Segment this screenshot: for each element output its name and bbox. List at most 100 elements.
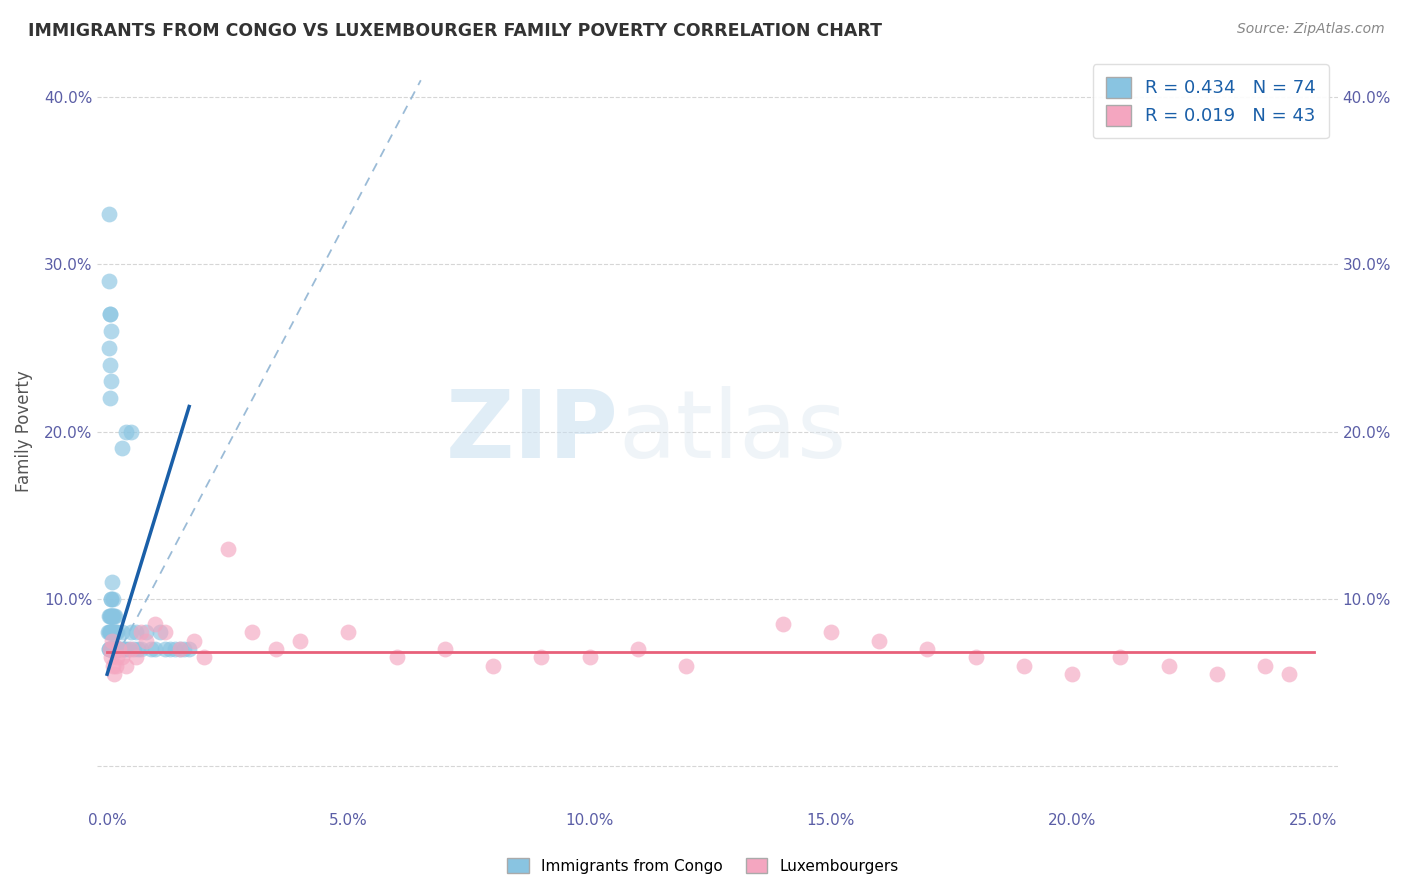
Point <box>112 642 135 657</box>
Legend: Immigrants from Congo, Luxembourgers: Immigrants from Congo, Luxembourgers <box>502 852 904 880</box>
Point <box>100 642 122 657</box>
Point <box>100 591 122 606</box>
Point <box>101 642 124 657</box>
Point <box>482 658 505 673</box>
Point <box>100 650 122 665</box>
Y-axis label: Family Poverty: Family Poverty <box>15 371 32 492</box>
Point <box>385 650 408 665</box>
Point <box>183 633 205 648</box>
Point <box>98 642 121 657</box>
Point <box>337 625 360 640</box>
Point <box>675 658 697 673</box>
Point <box>98 625 121 640</box>
Point <box>108 642 131 657</box>
Point <box>240 625 263 640</box>
Point <box>101 625 124 640</box>
Point <box>112 642 135 657</box>
Point <box>104 625 127 640</box>
Point <box>917 642 939 657</box>
Point <box>169 642 191 657</box>
Point <box>135 625 157 640</box>
Point <box>97 625 120 640</box>
Point <box>101 591 124 606</box>
Point <box>173 642 195 657</box>
Text: IMMIGRANTS FROM CONGO VS LUXEMBOURGER FAMILY POVERTY CORRELATION CHART: IMMIGRANTS FROM CONGO VS LUXEMBOURGER FA… <box>28 22 882 40</box>
Point <box>97 274 120 288</box>
Point <box>149 625 172 640</box>
Point <box>122 642 145 657</box>
Point <box>100 642 122 657</box>
Point <box>159 642 181 657</box>
Point <box>98 642 121 657</box>
Point <box>125 650 148 665</box>
Point <box>129 625 152 640</box>
Point <box>103 625 125 640</box>
Point <box>1109 650 1132 665</box>
Point <box>1157 658 1180 673</box>
Point <box>530 650 553 665</box>
Point <box>98 308 121 322</box>
Point <box>100 608 122 623</box>
Point <box>120 642 142 657</box>
Point <box>105 642 128 657</box>
Point <box>153 642 176 657</box>
Text: ZIP: ZIP <box>446 385 619 477</box>
Point <box>104 608 127 623</box>
Point <box>104 642 127 657</box>
Point <box>105 625 128 640</box>
Point <box>105 642 128 657</box>
Point <box>1062 667 1084 681</box>
Point <box>100 324 122 338</box>
Point <box>1012 658 1035 673</box>
Point <box>101 608 124 623</box>
Point <box>101 642 124 657</box>
Point <box>1254 658 1277 673</box>
Point <box>101 625 124 640</box>
Point <box>101 658 124 673</box>
Point <box>153 625 176 640</box>
Point <box>108 642 131 657</box>
Point <box>103 667 125 681</box>
Point <box>110 625 132 640</box>
Point <box>163 642 186 657</box>
Point <box>98 608 121 623</box>
Point <box>193 650 215 665</box>
Point <box>98 358 121 372</box>
Point <box>110 442 132 456</box>
Point <box>100 625 122 640</box>
Point <box>101 575 124 590</box>
Point <box>103 642 125 657</box>
Point <box>98 207 121 221</box>
Point <box>118 642 141 657</box>
Point <box>1278 667 1301 681</box>
Point <box>125 625 148 640</box>
Legend: R = 0.434   N = 74, R = 0.019   N = 43: R = 0.434 N = 74, R = 0.019 N = 43 <box>1092 64 1329 138</box>
Point <box>145 642 167 657</box>
Point <box>100 642 122 657</box>
Point <box>104 658 127 673</box>
Point <box>101 625 124 640</box>
Point <box>103 642 125 657</box>
Point <box>100 375 122 389</box>
Point <box>97 642 120 657</box>
Point <box>97 608 120 623</box>
Point <box>103 625 125 640</box>
Point <box>98 341 121 355</box>
Point <box>105 650 128 665</box>
Point <box>627 642 650 657</box>
Point <box>120 625 142 640</box>
Point <box>98 608 121 623</box>
Point <box>1206 667 1229 681</box>
Point <box>107 642 129 657</box>
Point <box>135 633 157 648</box>
Point <box>120 425 142 439</box>
Point <box>288 633 311 648</box>
Point <box>115 425 138 439</box>
Point <box>820 625 842 640</box>
Point <box>103 608 125 623</box>
Point <box>868 633 890 648</box>
Point <box>115 658 138 673</box>
Point <box>264 642 287 657</box>
Text: Source: ZipAtlas.com: Source: ZipAtlas.com <box>1237 22 1385 37</box>
Point <box>101 608 124 623</box>
